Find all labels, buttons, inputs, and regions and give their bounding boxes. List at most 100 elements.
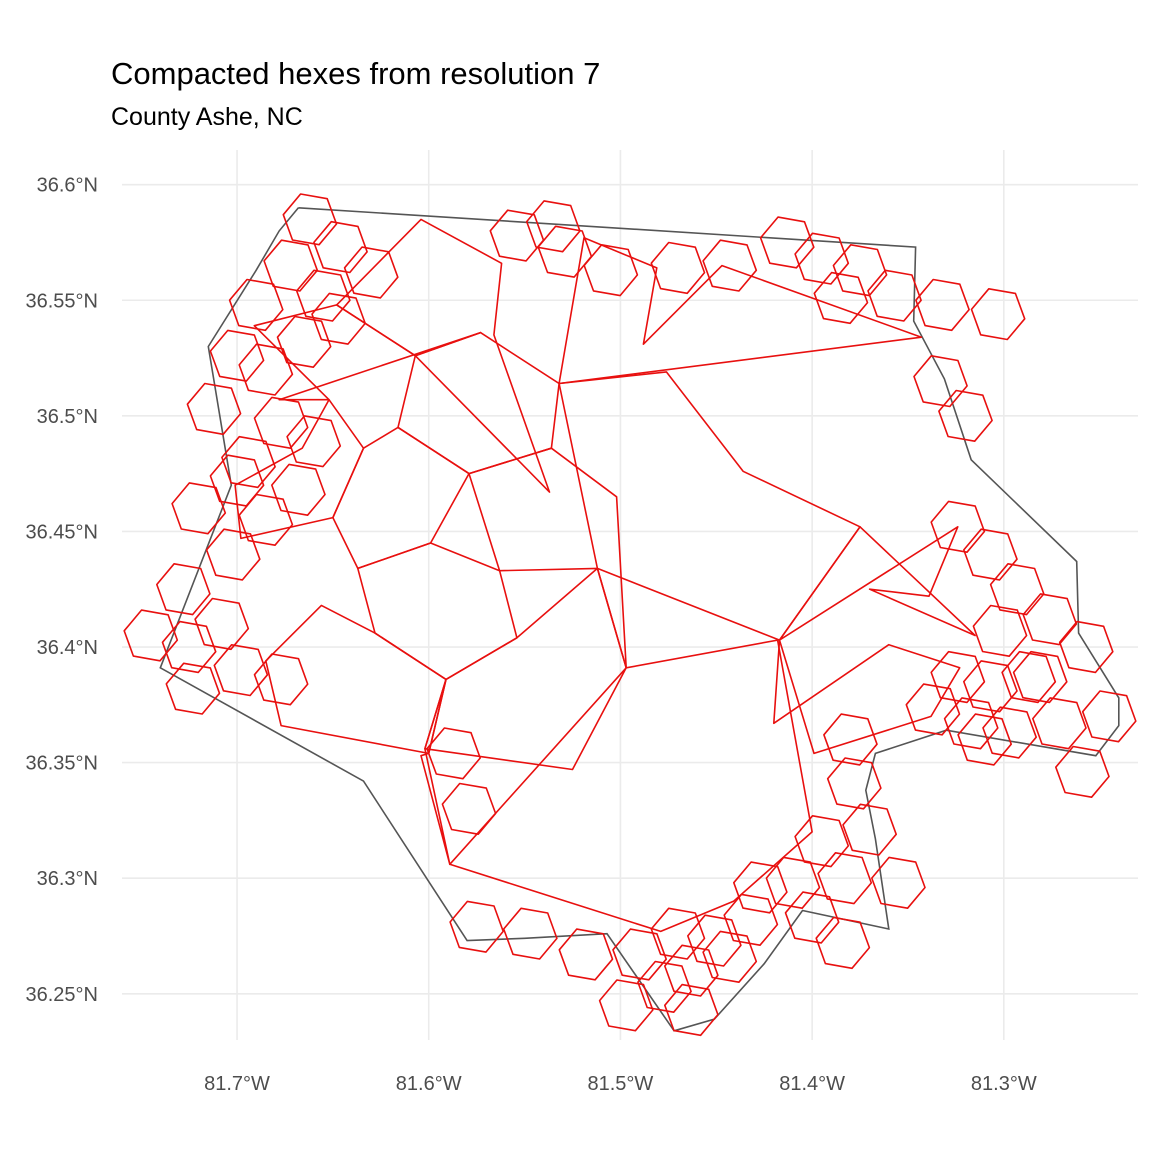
small-hex [238, 343, 294, 396]
small-hex [905, 683, 961, 736]
small-hex [823, 713, 878, 766]
small-hex [426, 727, 482, 780]
county-boundary-layer [159, 207, 1120, 1032]
large-hex [468, 447, 628, 669]
small-hex [525, 200, 581, 253]
small-hex [970, 287, 1026, 341]
small-hex [295, 269, 351, 322]
y-tick-label: 36.55°N [26, 290, 99, 312]
small-hex [832, 244, 888, 297]
small-hex [612, 928, 668, 981]
y-tick-label: 36.5°N [37, 406, 98, 428]
small-hex [263, 239, 319, 292]
x-tick-label: 81.5°W [588, 1073, 654, 1095]
small-hex [1058, 620, 1114, 674]
small-hex [253, 653, 309, 706]
chart-subtitle: County Ashe, NC [111, 103, 303, 131]
small-hex [598, 979, 654, 1032]
small-hex [270, 463, 326, 517]
small-hex [441, 782, 497, 836]
small-hex [156, 562, 211, 616]
small-hex [723, 893, 779, 947]
large-hex [448, 639, 813, 933]
small-hex [759, 216, 815, 269]
small-hex [583, 244, 639, 297]
small-hex [817, 851, 873, 905]
small-hex [913, 354, 968, 408]
small-hex [989, 562, 1045, 616]
large-hex [424, 567, 628, 771]
small-hex [702, 930, 758, 984]
large-hex [778, 525, 976, 641]
small-hex [982, 706, 1037, 759]
large-hex [558, 237, 923, 385]
large-hex [558, 371, 861, 641]
small-hex [186, 382, 242, 436]
county-boundary [159, 207, 1120, 1032]
y-tick-label: 36.3°N [37, 868, 98, 890]
small-hex [123, 609, 179, 662]
small-hex [171, 482, 227, 535]
x-tick-label: 81.6°W [396, 1073, 462, 1095]
small-hex [161, 620, 217, 674]
y-tick-label: 36.45°N [26, 521, 99, 543]
small-hex [449, 900, 505, 953]
small-hex [663, 983, 719, 1037]
y-tick-label: 36.4°N [37, 637, 98, 659]
large-hex [356, 542, 518, 681]
small-hex [962, 660, 1018, 713]
small-hex [228, 278, 284, 332]
small-hex [537, 225, 593, 278]
small-hex [311, 292, 367, 345]
small-hex [943, 697, 999, 750]
large-hex [420, 678, 451, 866]
small-hex [813, 271, 869, 325]
small-hex [1032, 697, 1087, 750]
y-tick-label: 36.6°N [37, 175, 98, 197]
small-hex [930, 650, 986, 704]
small-hex [957, 713, 1013, 766]
y-tick-label: 36.35°N [26, 753, 99, 775]
large-hex [772, 639, 961, 755]
small-hex [794, 814, 850, 868]
y-tick-label: 36.25°N [26, 984, 99, 1006]
small-hex [1022, 593, 1078, 646]
x-tick-label: 81.3°W [971, 1073, 1037, 1095]
x-tick-label: 81.7°W [204, 1073, 270, 1095]
small-hex [1001, 650, 1057, 704]
chart-title: Compacted hexes from resolution 7 [111, 56, 601, 91]
small-hex [209, 329, 265, 382]
small-hex [313, 220, 368, 274]
small-hex [663, 944, 719, 997]
small-hex [558, 928, 614, 981]
small-hex [489, 209, 545, 262]
small-hex [1012, 650, 1068, 704]
small-hex [650, 907, 706, 960]
small-hex [938, 389, 993, 443]
small-hex [221, 435, 276, 489]
small-hex [765, 856, 821, 910]
small-hex [637, 960, 692, 1014]
small-hex [165, 662, 221, 715]
small-hex [794, 232, 850, 285]
small-hex [784, 891, 840, 944]
x-tick-label: 81.4°W [779, 1073, 845, 1095]
small-hex [205, 528, 261, 581]
large-hex [234, 398, 365, 540]
small-hex [915, 278, 970, 332]
small-hex [686, 914, 742, 967]
small-hex [238, 493, 294, 547]
small-hex [253, 396, 309, 450]
small-hex [1081, 690, 1137, 743]
grid-lines [122, 150, 1138, 1040]
large-hex [253, 304, 482, 401]
hex-layer [123, 193, 1137, 1037]
large-hex [264, 604, 447, 755]
small-hex [867, 269, 922, 322]
small-hex [815, 916, 871, 970]
small-hex [286, 415, 342, 468]
small-hex [343, 246, 399, 299]
small-hex [962, 528, 1018, 581]
small-hex [194, 597, 250, 651]
small-hex [702, 239, 758, 292]
